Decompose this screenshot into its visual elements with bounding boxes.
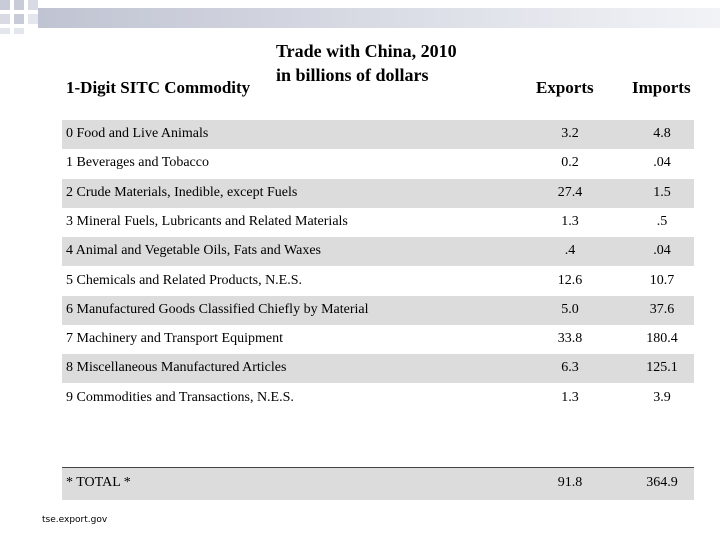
imports-value: 1.5 [653, 184, 671, 200]
table-row: 3 Mineral Fuels, Lubricants and Related … [62, 208, 694, 237]
commodity-label: 0 Food and Live Animals [66, 126, 209, 141]
exports-value: .4 [564, 243, 576, 259]
column-header-exports: Exports [536, 78, 594, 97]
top-band-graphic [0, 0, 720, 34]
imports-value: 10.7 [649, 272, 675, 288]
decorative-top-band [0, 0, 720, 34]
exports-value: 12.6 [557, 272, 583, 288]
total-exports: 91.8 [557, 475, 583, 490]
table-row: 4 Animal and Vegetable Oils, Fats and Wa… [62, 237, 694, 267]
commodity-label: 8 Miscellaneous Manufactured Articles [66, 360, 287, 376]
exports-value: 6.3 [561, 360, 579, 376]
table-row: 7 Machinery and Transport Equipment 33.8 1… [62, 325, 694, 354]
total-imports: 364.9 [646, 475, 678, 490]
commodity-label: 6 Manufactured Goods Classified Chiefly … [66, 301, 369, 317]
exports-value: 33.8 [557, 331, 583, 347]
total-label: * TOTAL * [66, 475, 131, 490]
table-title: Trade with China, 2010 in billions of do… [276, 39, 457, 87]
commodity-label: 2 Crude Materials, Inedible, except Fuel… [66, 184, 298, 200]
exports-value: 1.3 [561, 389, 579, 405]
imports-value: 125.1 [646, 360, 678, 376]
table-row: 5 Chemicals and Related Products, N.E.S.… [62, 267, 694, 296]
commodity-label: 4 Animal and Vegetable Oils, Fats and Wa… [66, 243, 321, 259]
imports-value: 37.6 [649, 301, 675, 317]
source-note: tse.export.gov [42, 515, 108, 525]
table-row: 2 Crude Materials, Inedible, except Fuel… [62, 178, 694, 208]
exports-value: 3.2 [561, 126, 579, 141]
exports-value: 0.2 [561, 155, 579, 171]
table-row: 1 Beverages and Tobacco 0.2 .04 [62, 149, 694, 178]
commodity-label: 7 Machinery and Transport Equipment [66, 331, 283, 347]
column-header-commodity: 1-Digit SITC Commodity [66, 78, 251, 97]
column-header-imports: Imports [632, 78, 691, 97]
exports-value: 27.4 [557, 184, 583, 200]
table-row: 6 Manufactured Goods Classified Chiefly … [62, 295, 694, 325]
exports-value: 5.0 [561, 301, 579, 317]
commodity-label: 9 Commodities and Transactions, N.E.S. [66, 389, 294, 405]
imports-value: .04 [653, 243, 671, 259]
total-row: * TOTAL * 91.8 364.9 [62, 467, 694, 500]
imports-value: 3.9 [653, 389, 671, 405]
table-row: 9 Commodities and Transactions, N.E.S. 1.… [62, 384, 694, 413]
title-line-2: in billions of dollars [276, 65, 429, 85]
imports-value: .04 [653, 155, 671, 171]
imports-value: .5 [656, 213, 668, 229]
table-row: 8 Miscellaneous Manufactured Articles 6.3… [62, 354, 694, 384]
commodity-label: 3 Mineral Fuels, Lubricants and Related … [66, 213, 348, 229]
imports-value: 4.8 [653, 126, 671, 141]
table-row: 0 Food and Live Animals 3.2 4.8 [62, 120, 694, 149]
commodity-label: 5 Chemicals and Related Products, N.E.S. [66, 272, 303, 288]
exports-value: 1.3 [561, 213, 579, 229]
commodity-label: 1 Beverages and Tobacco [66, 155, 209, 171]
title-line-1: Trade with China, 2010 [276, 41, 457, 61]
imports-value: 180.4 [646, 331, 678, 347]
